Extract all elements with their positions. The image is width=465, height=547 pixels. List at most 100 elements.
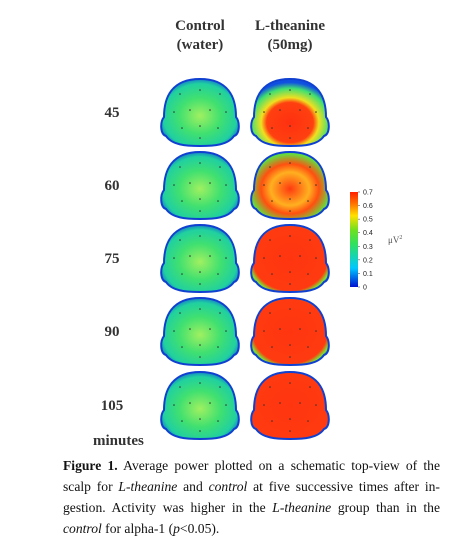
electrode <box>179 93 181 95</box>
electrode <box>289 162 291 164</box>
electrode <box>289 271 291 273</box>
electrode <box>217 420 219 422</box>
scalp <box>160 150 240 221</box>
electrode <box>219 93 221 95</box>
electrode <box>269 239 271 241</box>
electrode <box>289 137 291 139</box>
electrode <box>299 402 301 404</box>
caption-line: Figure 1. Average power plotted on a sch… <box>63 455 440 476</box>
row-label: 60 <box>105 178 120 194</box>
electrode <box>181 127 183 129</box>
electrode <box>217 346 219 348</box>
electrode <box>209 328 211 330</box>
scalp-map <box>160 223 240 294</box>
electrode <box>289 198 291 200</box>
electrode <box>279 109 281 111</box>
electrode <box>189 328 191 330</box>
electrode <box>289 283 291 285</box>
row-unit: minutes <box>93 433 144 449</box>
electrode <box>199 283 201 285</box>
electrode <box>299 109 301 111</box>
scalp-map <box>250 77 330 148</box>
scalp-map <box>250 296 330 367</box>
scalp-map <box>250 370 330 441</box>
electrode <box>189 402 191 404</box>
electrode <box>269 166 271 168</box>
electrode <box>181 420 183 422</box>
scalp <box>160 370 240 441</box>
caption-text: L-theanine <box>118 479 178 494</box>
scalp-map <box>160 370 240 441</box>
electrode <box>289 308 291 310</box>
electrode <box>199 162 201 164</box>
caption: Figure 1. Average power plotted on a sch… <box>63 455 440 539</box>
column-header: Control <box>175 18 225 34</box>
scalp-map <box>250 223 330 294</box>
electrode <box>199 271 201 273</box>
electrode <box>219 386 221 388</box>
electrode <box>199 418 201 420</box>
electrode <box>279 402 281 404</box>
electrode <box>199 356 201 358</box>
electrode <box>289 356 291 358</box>
electrode <box>225 257 227 259</box>
caption-text: L-theanine <box>272 500 332 515</box>
scalp <box>250 223 330 294</box>
electrode <box>299 255 301 257</box>
colorbar-tick-label: 0.5 <box>363 217 373 224</box>
row-label: 105 <box>101 398 124 414</box>
scalp <box>160 223 240 294</box>
electrode <box>219 239 221 241</box>
electrode <box>209 402 211 404</box>
colorbar-tick-label: 0.7 <box>363 190 373 197</box>
electrode <box>307 273 309 275</box>
electrode <box>179 386 181 388</box>
electrode <box>199 344 201 346</box>
caption-text: control <box>63 521 102 536</box>
electrode <box>219 166 221 168</box>
unit: μV <box>388 235 400 245</box>
electrode <box>309 93 311 95</box>
electrode <box>199 198 201 200</box>
electrode <box>181 273 183 275</box>
caption-text: Figure 1. <box>63 458 118 473</box>
electrode <box>225 111 227 113</box>
colorbar-tick-label: 0 <box>363 285 367 292</box>
caption-text: at five successive times after in- <box>247 479 440 494</box>
unit-power: 2 <box>399 235 402 241</box>
caption-text: gestion. Activity was higher in the <box>63 500 273 515</box>
electrode <box>173 184 175 186</box>
caption-text: scalp for <box>63 479 119 494</box>
electrode <box>315 184 317 186</box>
scalp-map <box>250 150 330 221</box>
scalp <box>250 370 330 441</box>
electrode <box>263 184 265 186</box>
electrode <box>271 420 273 422</box>
colorbar-tick-label: 0.2 <box>363 257 373 264</box>
figure: Control (water) L-theanine (50mg) minute… <box>93 18 402 449</box>
electrode <box>299 328 301 330</box>
electrode <box>199 308 201 310</box>
electrode <box>173 330 175 332</box>
electrode <box>199 137 201 139</box>
column-header: (water) <box>177 37 224 53</box>
scalp-map <box>160 296 240 367</box>
caption-text: <0.05). <box>179 521 220 536</box>
caption-line: gestion. Activity was higher in the L-th… <box>63 497 440 518</box>
caption-text: p <box>173 521 180 536</box>
caption-text: group than in the <box>331 500 440 515</box>
electrode <box>279 182 281 184</box>
electrode <box>173 404 175 406</box>
electrode <box>209 255 211 257</box>
electrode <box>309 312 311 314</box>
electrode <box>289 235 291 237</box>
electrode <box>271 127 273 129</box>
electrode <box>271 200 273 202</box>
electrode <box>307 420 309 422</box>
electrode <box>307 200 309 202</box>
scalp <box>160 77 240 148</box>
electrode <box>289 344 291 346</box>
electrode <box>307 346 309 348</box>
electrode <box>199 125 201 127</box>
